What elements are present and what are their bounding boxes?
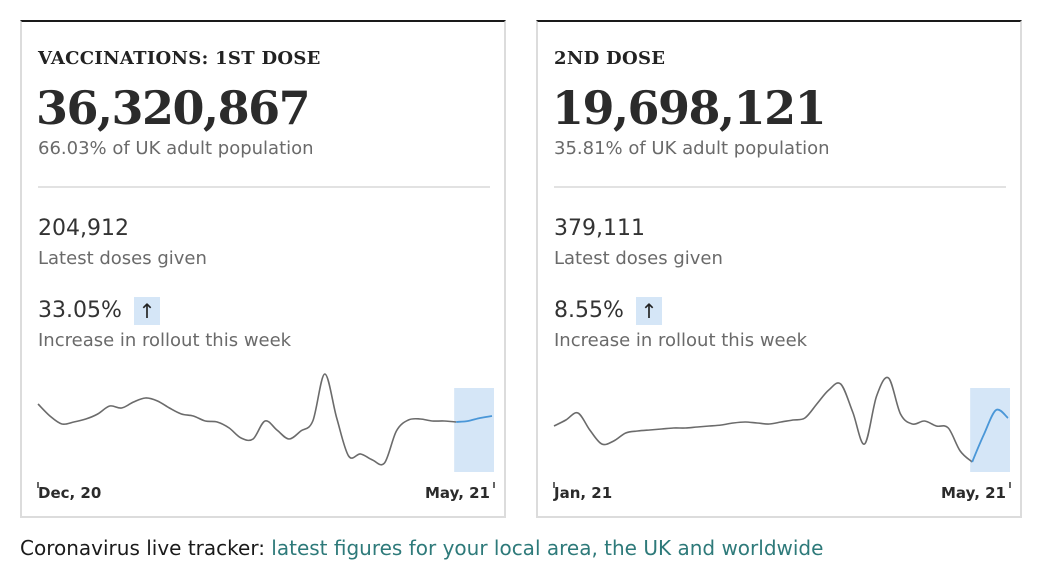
card-title: VACCINATIONS: 1ST DOSE bbox=[38, 48, 321, 69]
up-arrow-icon: ↑ bbox=[134, 297, 160, 325]
total-doses: 36,320,867 bbox=[36, 81, 311, 135]
tracker-link[interactable]: latest figures for your local area, the … bbox=[271, 536, 824, 560]
increase-value: 33.05% bbox=[38, 298, 122, 323]
footer-prefix: Coronavirus live tracker: bbox=[20, 536, 272, 560]
increase-label: Increase in rollout this week bbox=[554, 330, 808, 351]
second-dose-card: 2ND DOSE 19,698,121 35.81% of UK adult p… bbox=[536, 20, 1022, 518]
footer-tracker-line: Coronavirus live tracker: latest figures… bbox=[20, 536, 823, 560]
latest-doses-value: 379,111 bbox=[554, 216, 645, 241]
highlight-series-line bbox=[971, 408, 1009, 463]
x-axis-end-label: May, 21 bbox=[941, 484, 1006, 502]
divider bbox=[38, 186, 490, 188]
series-line bbox=[37, 373, 457, 466]
highlight-band bbox=[970, 388, 1010, 472]
divider bbox=[554, 186, 1006, 188]
x-axis-start-label: Dec, 20 bbox=[38, 484, 102, 502]
population-percentage: 66.03% of UK adult population bbox=[38, 138, 314, 159]
latest-doses-label: Latest doses given bbox=[554, 248, 723, 269]
highlight-band bbox=[454, 388, 494, 472]
highlight-series-line bbox=[456, 415, 493, 423]
latest-doses-label: Latest doses given bbox=[38, 248, 207, 269]
total-doses: 19,698,121 bbox=[552, 81, 827, 135]
population-percentage: 35.81% of UK adult population bbox=[554, 138, 830, 159]
card-title: 2ND DOSE bbox=[554, 48, 666, 69]
series-line bbox=[553, 376, 973, 463]
increase-value: 8.55% bbox=[554, 298, 624, 323]
x-axis-start-label: Jan, 21 bbox=[554, 484, 613, 502]
up-arrow-icon: ↑ bbox=[636, 297, 662, 325]
sparkline-chart bbox=[37, 373, 495, 488]
latest-doses-value: 204,912 bbox=[38, 216, 129, 241]
sparkline-chart bbox=[553, 376, 1011, 488]
increase-label: Increase in rollout this week bbox=[38, 330, 292, 351]
x-axis-end-label: May, 21 bbox=[425, 484, 490, 502]
first-dose-card: VACCINATIONS: 1ST DOSE 36,320,867 66.03%… bbox=[20, 20, 506, 518]
